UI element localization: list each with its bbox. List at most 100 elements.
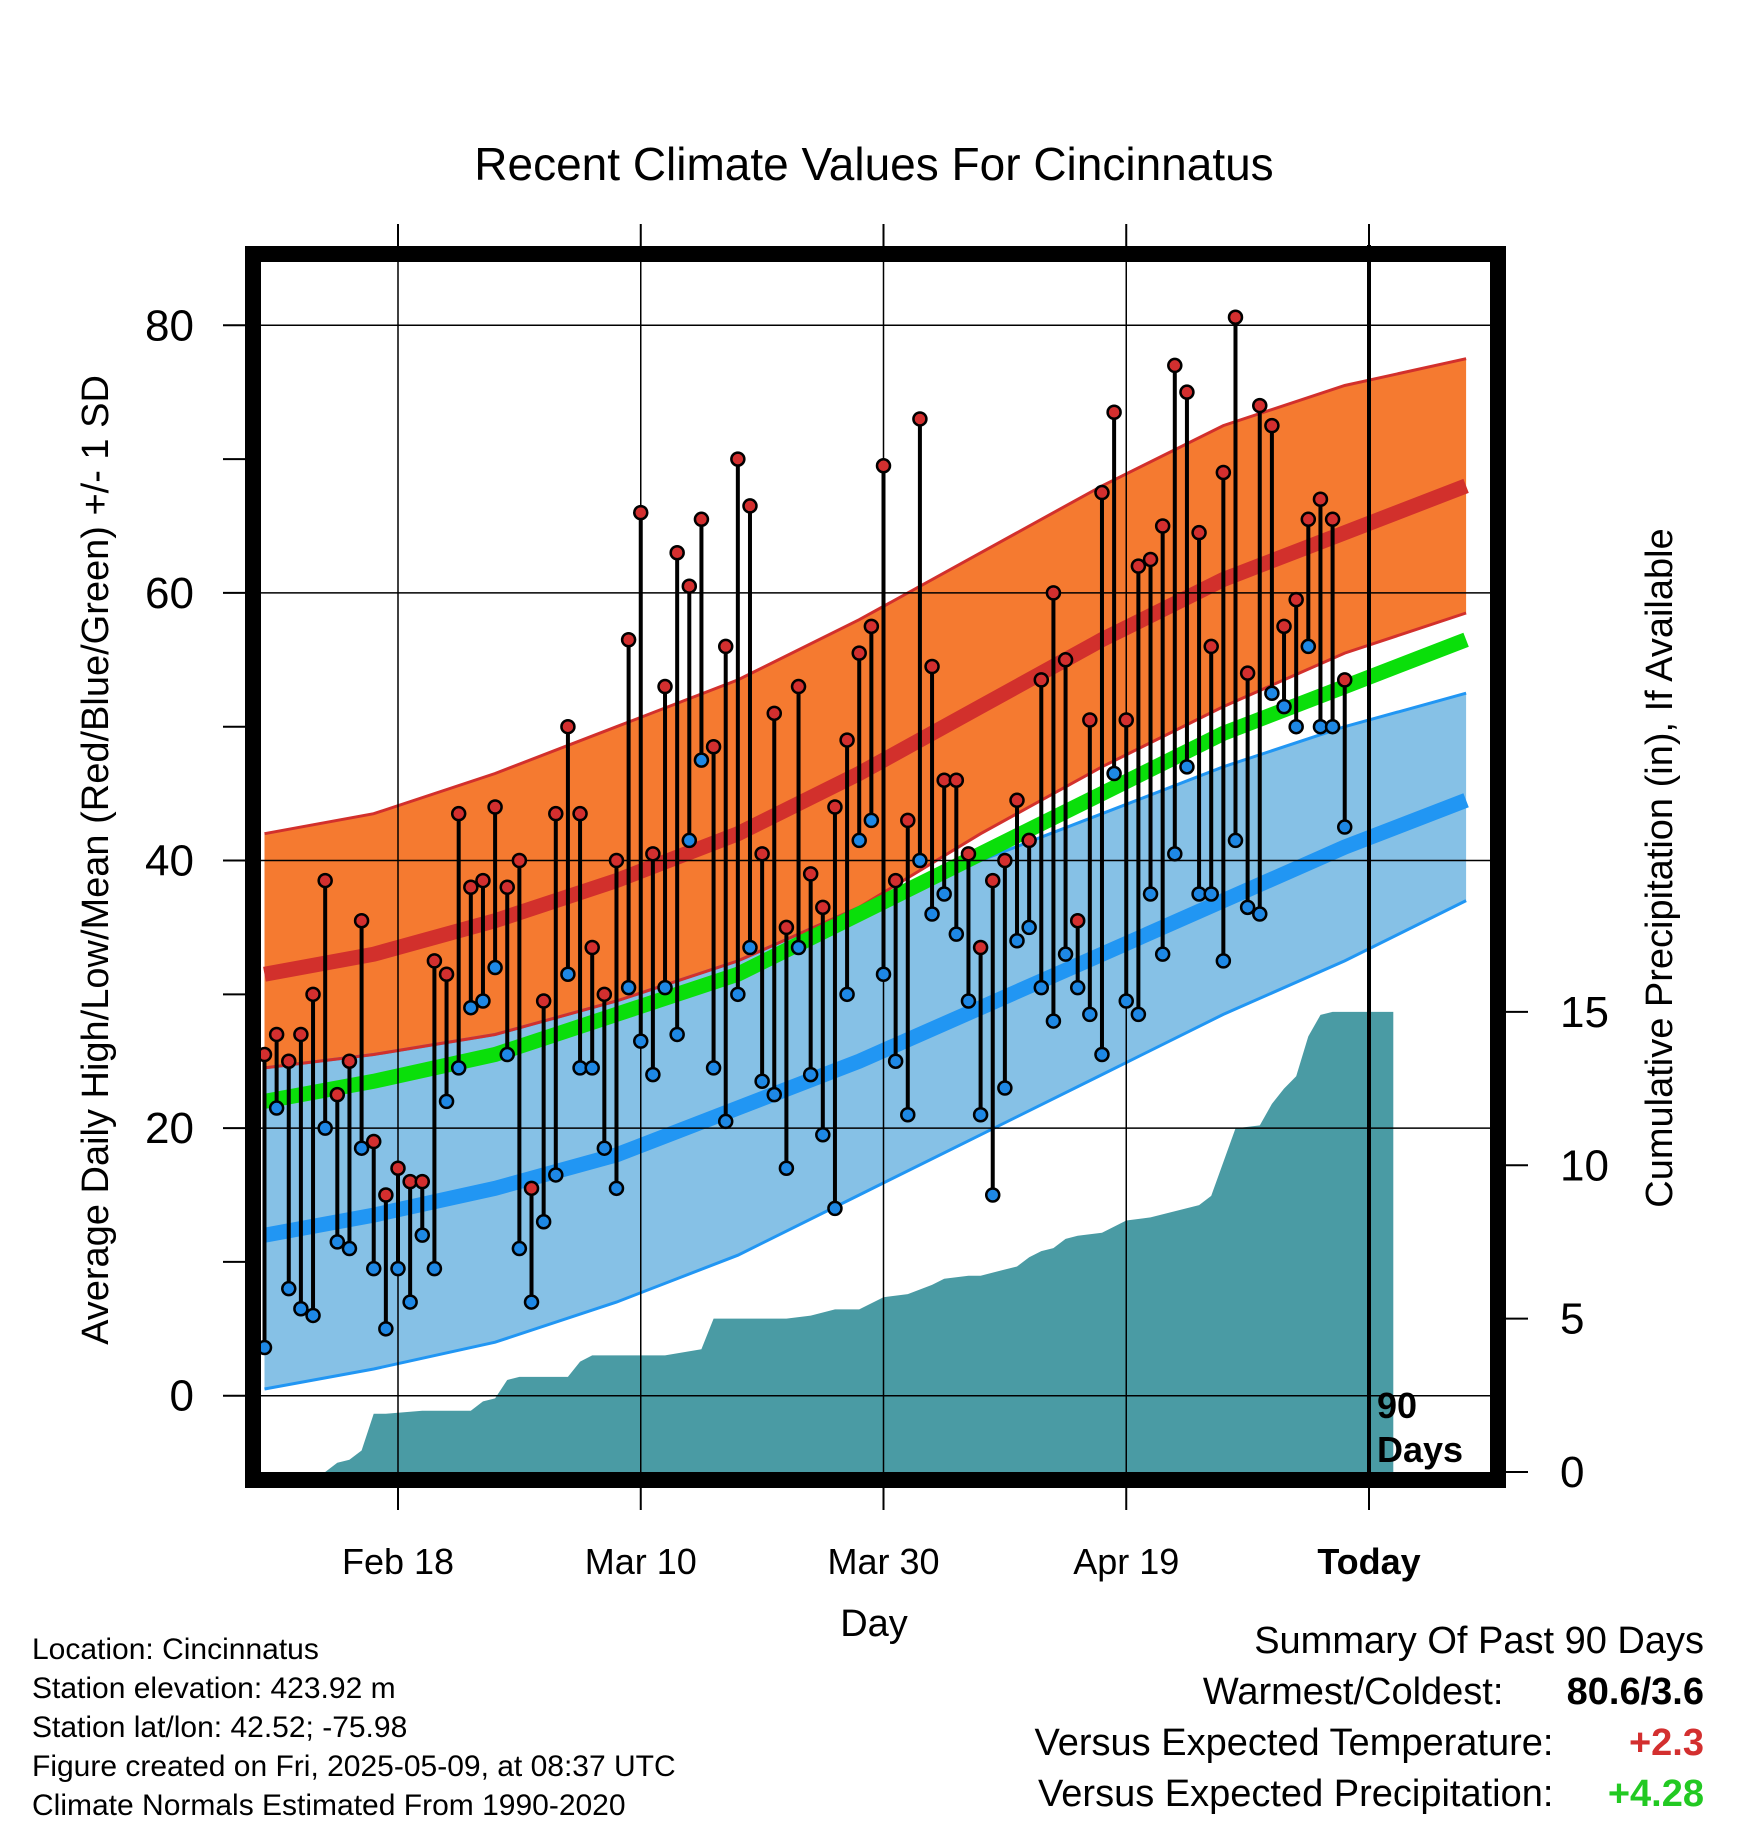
daily-low-point	[754, 1073, 770, 1090]
daily-low-point	[268, 1100, 285, 1116]
today-days-word: Days	[1377, 1429, 1463, 1470]
daily-high-point	[1021, 832, 1037, 849]
precip-label: Versus Expected Precipitation:	[1038, 1773, 1554, 1815]
daily-high-point	[1312, 491, 1329, 507]
temp-row: Versus Expected Temperature: +2.3	[1035, 1718, 1704, 1769]
daily-low-point	[1324, 718, 1341, 735]
daily-high-point	[681, 578, 698, 594]
daily-high-point	[766, 705, 783, 722]
station-info: Location: Cincinnatus Station elevation:…	[32, 1630, 676, 1825]
warm-cold-row: Warmest/Coldest: 80.6/3.6	[1035, 1667, 1704, 1718]
high-sd-upper-line	[264, 357, 1467, 836]
daily-low-point	[730, 986, 746, 1003]
daily-high-point	[475, 872, 491, 889]
daily-high-point	[802, 866, 819, 882]
daily-low-point	[815, 1127, 831, 1143]
daily-low-point	[260, 1339, 273, 1356]
daily-low-point	[1045, 1013, 1062, 1029]
daily-high-point	[329, 1086, 346, 1103]
daily-low-point	[766, 1086, 783, 1103]
warm-cold-value: 80.6/3.6	[1566, 1671, 1704, 1713]
daily-low-point	[365, 1260, 382, 1277]
daily-high-point	[887, 872, 904, 889]
daily-high-point	[560, 718, 576, 735]
daily-high-point	[1239, 665, 1256, 681]
daily-low-point	[1336, 819, 1353, 835]
y-axis-label: Average Daily High/Low/Mean (Red/Blue/Gr…	[75, 375, 117, 1345]
daily-high-point	[1300, 511, 1317, 528]
daily-high-point	[790, 678, 807, 695]
daily-low-point	[1057, 946, 1074, 962]
daily-high-point	[815, 899, 831, 916]
daily-high-point	[827, 799, 843, 815]
precipitation-area	[264, 1011, 1394, 1472]
daily-high-point	[281, 1053, 297, 1069]
low-sd-band	[264, 693, 1467, 1389]
daily-low-point	[717, 1113, 734, 1130]
daily-high-point	[693, 511, 710, 528]
daily-low-point	[875, 966, 892, 982]
daily-low-point	[378, 1321, 394, 1337]
daily-low-point	[1142, 886, 1159, 902]
daily-low-point	[1179, 759, 1195, 775]
daily-low-point	[1106, 765, 1122, 782]
daily-high-point	[1154, 518, 1171, 534]
daily-high-point	[900, 812, 916, 829]
daily-high-point	[1288, 591, 1304, 608]
y2-tick-label: 15	[1560, 988, 1609, 1037]
y-tick-label: 40	[145, 837, 194, 886]
daily-high-point	[1106, 404, 1122, 421]
temp-value: +2.3	[1628, 1722, 1704, 1764]
daily-low-point	[1130, 1006, 1147, 1023]
daily-low-point	[1094, 1046, 1110, 1063]
x-tick-label: Feb 18	[342, 1541, 454, 1582]
daily-high-point	[584, 939, 600, 956]
daily-low-point	[802, 1066, 819, 1083]
y2-tick-label: 10	[1560, 1141, 1609, 1190]
y2-tick-label: 0	[1560, 1448, 1584, 1497]
daily-high-point	[438, 966, 455, 982]
daily-high-point	[1203, 638, 1219, 655]
y-tick-label: 20	[145, 1104, 194, 1153]
daily-low-point	[633, 1033, 649, 1049]
daily-low-point	[887, 1053, 904, 1069]
daily-high-point	[669, 545, 685, 561]
daily-low-point	[281, 1280, 297, 1297]
daily-low-point	[1167, 846, 1183, 862]
precip-value: +4.28	[1607, 1773, 1704, 1815]
daily-low-point	[900, 1106, 916, 1123]
daily-high-point	[1167, 357, 1183, 374]
daily-low-point	[790, 939, 807, 956]
daily-low-point	[305, 1307, 321, 1324]
daily-low-point	[341, 1240, 358, 1257]
temp-label: Versus Expected Temperature:	[1034, 1722, 1554, 1764]
daily-high-point	[778, 919, 795, 936]
daily-low-point	[1276, 698, 1292, 715]
daily-high-point	[645, 846, 661, 862]
daily-low-point	[402, 1294, 418, 1310]
x-tick-label: Mar 30	[827, 1541, 939, 1582]
daily-low-point	[778, 1160, 795, 1177]
daily-low-point	[463, 999, 479, 1016]
daily-low-point	[438, 1093, 455, 1110]
y-tick-label: 0	[170, 1372, 194, 1421]
daily-low-point	[948, 926, 965, 942]
daily-low-point	[1264, 685, 1280, 701]
daily-high-point	[997, 852, 1013, 869]
daily-high-point	[1179, 384, 1195, 400]
daily-high-point	[1336, 672, 1353, 688]
daily-low-point	[620, 979, 637, 996]
daily-high-point	[912, 411, 928, 427]
daily-low-point	[499, 1046, 515, 1063]
daily-high-point	[487, 799, 503, 815]
daily-low-point	[1215, 953, 1232, 969]
daily-low-point	[560, 966, 576, 982]
precip-row: Versus Expected Precipitation: +4.28	[1035, 1769, 1704, 1820]
created-text: Figure created on Fri, 2025-05-09, at 08…	[32, 1750, 676, 1783]
daily-low-point	[584, 1060, 600, 1076]
daily-low-point	[608, 1180, 625, 1197]
x-tick-label: Today	[1317, 1541, 1420, 1582]
daily-high-point	[353, 912, 370, 929]
daily-high-point	[633, 504, 649, 521]
